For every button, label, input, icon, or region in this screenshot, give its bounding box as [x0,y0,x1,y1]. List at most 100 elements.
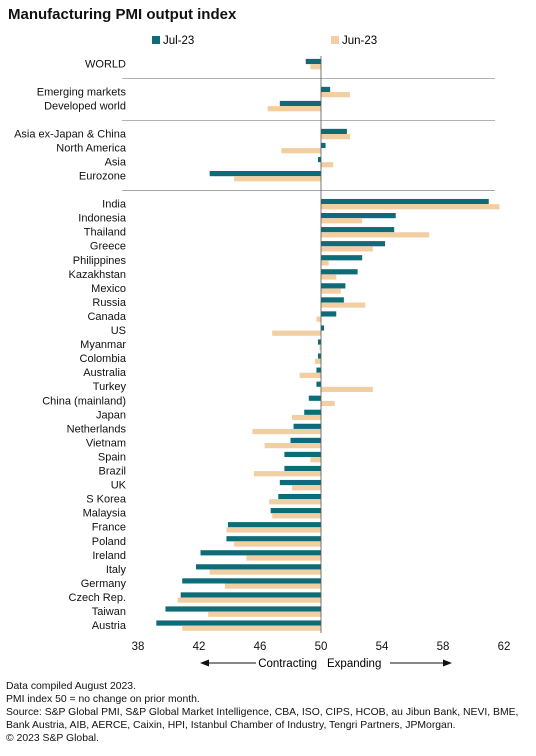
legend-swatch-jun [331,36,339,44]
category-label-kazakhstan: Kazakhstan [69,269,126,281]
bar-jul-23-colombia [317,353,321,359]
legend-swatch-jul [152,36,160,44]
category-label-india: India [102,199,127,211]
bars [156,58,500,631]
bar-jun-23-vietnam [264,443,321,449]
category-label-developed-world: Developed world [44,101,126,113]
bar-jun-23-brazil [253,471,321,477]
legend: Jul-23 Jun-23 [152,35,377,47]
contracting-arrowhead [200,659,209,667]
category-label-thailand: Thailand [84,227,126,239]
x-tick-label-42: 42 [193,641,206,653]
bar-jul-23-netherlands [293,423,321,429]
category-label-mexico: Mexico [91,283,126,295]
bar-jul-23-myanmar [317,339,321,345]
x-tick-label-58: 58 [437,641,450,653]
note-compiled: Data compiled August 2023. [6,681,136,692]
bar-jul-23-poland [226,536,321,542]
bar-jun-23-eurozone [234,176,321,182]
bar-jun-23-austria [182,625,321,631]
chart-title: Manufacturing PMI output index [8,6,237,23]
category-label-indonesia: Indonesia [78,213,127,225]
bar-jul-23-north-america [321,142,326,149]
bar-jun-23-us [272,330,321,336]
bar-jun-23-spain [310,457,321,463]
x-axis-ticks: 38 42 46 50 54 58 62 [132,641,511,653]
category-label-poland: Poland [92,536,126,548]
bar-jul-23-s-korea [278,494,321,500]
bar-jul-23-taiwan [165,606,321,612]
bar-jul-23-india [321,198,489,205]
category-label-netherlands: Netherlands [67,423,127,435]
bar-jul-23-brazil [284,465,321,472]
category-label-myanmar: Myanmar [80,339,126,351]
expanding-label: Expanding [327,658,381,670]
bar-jul-23-eurozone [209,171,321,177]
bar-jun-23-poland [234,541,321,547]
category-label-austria: Austria [92,620,127,632]
bar-jul-23-thailand [321,227,395,233]
category-label-asia: Asia [105,157,127,169]
category-label-eurozone: Eurozone [79,171,126,183]
category-label-philippines: Philippines [73,255,127,267]
category-label-germany: Germany [81,578,127,590]
bar-jun-23-asia [321,162,334,168]
legend-label-jun: Jun-23 [342,35,377,47]
category-label-ireland: Ireland [92,550,126,562]
category-label-s-korea: S Korea [86,494,127,506]
expanding-arrowhead [443,659,452,667]
bar-jul-23-china-mainland [308,395,321,401]
group-separators [122,78,495,191]
bar-jul-23-emerging-markets [321,86,331,93]
bar-jun-23-italy [209,569,321,575]
bar-jul-23-asia [317,156,321,163]
bar-jun-23-germany [224,583,321,589]
bar-jul-23-indonesia [321,213,396,219]
category-label-greece: Greece [90,241,126,253]
note-definition: PMI index 50 = no change on prior month. [6,694,200,705]
category-labels: WORLD Emerging markets Developed world Asia… [14,59,127,633]
bar-jul-23-asia-ex-japan-china [321,128,347,135]
bar-jul-23-austria [156,620,321,626]
category-label-malaysia: Malaysia [83,508,127,520]
bar-jun-23-canada [316,316,321,322]
bar-jul-23-world [305,58,321,65]
category-label-asia-ex-japan-china: Asia ex-Japan & China [14,128,127,140]
bar-jun-23-czech-rep [177,597,321,603]
category-label-world: WORLD [85,59,126,71]
bar-jul-23-mexico [321,283,346,289]
bar-jul-23-turkey [316,381,321,387]
bar-jun-23-india [321,204,500,210]
note-source-continued: Bank Austria, AIB, AERCE, Caixin, HPI, I… [6,720,456,731]
category-label-turkey: Turkey [93,381,127,393]
bar-jul-23-philippines [321,255,363,261]
bar-jun-23-greece [321,246,373,252]
contracting-label: Contracting [258,658,317,670]
category-label-spain: Spain [98,451,126,463]
note-copyright: © 2023 S&P Global. [6,733,99,744]
bar-jul-23-vietnam [290,437,321,443]
bar-jun-23-thailand [321,232,430,238]
category-label-brazil: Brazil [98,466,126,478]
bar-chart: Jul-23 Jun-23 WORLD Emerging markets Devel… [14,35,511,670]
category-label-china-mainland: China (mainland) [42,395,126,407]
bar-jun-23-emerging-markets [321,92,350,98]
category-label-russia: Russia [92,297,127,309]
bar-jul-23-japan [304,409,321,415]
bar-jul-23-australia [316,367,321,373]
bar-jun-23-china-mainland [321,400,335,407]
category-label-us: US [111,325,126,337]
category-label-australia: Australia [83,367,127,379]
bar-jun-23-world [310,64,321,70]
category-label-colombia: Colombia [80,353,127,365]
bar-jul-23-ireland [200,550,321,556]
bar-jun-23-philippines [321,260,329,266]
x-tick-label-62: 62 [498,641,511,653]
bar-jul-23-russia [321,297,344,303]
bar-jun-23-japan [292,414,321,421]
bar-jul-23-uk [279,479,321,486]
bar-jun-23-north-america [281,148,321,154]
bar-jun-23-turkey [321,386,373,392]
note-source: Source: S&P Global PMI, S&P Global Marke… [6,707,519,718]
category-label-uk: UK [111,480,127,492]
